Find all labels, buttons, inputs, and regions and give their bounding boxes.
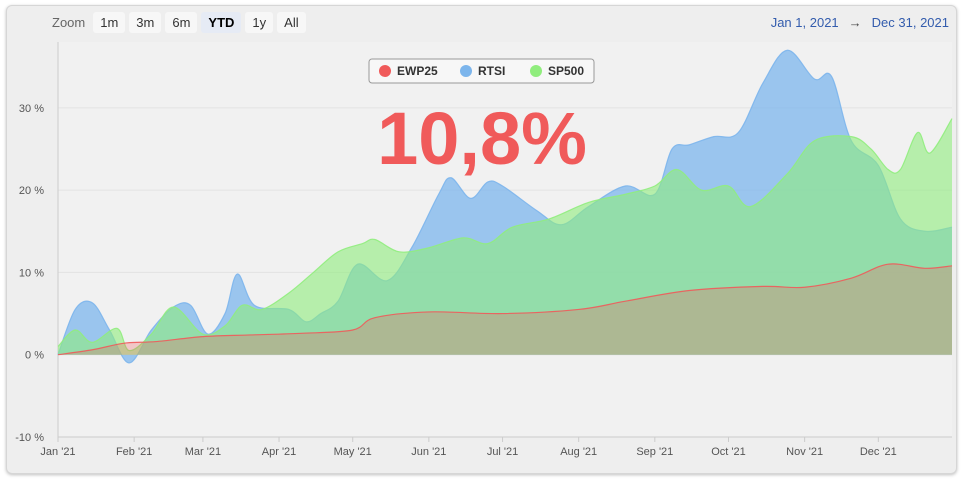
legend-marker-sp500[interactable]	[530, 65, 542, 77]
series-line-rtsi	[57, 49, 953, 364]
legend-label-sp500[interactable]: SP500	[548, 64, 584, 78]
x-tick-label: Jun '21	[411, 446, 446, 458]
x-tick-label: Jul '21	[487, 446, 518, 458]
x-tick-label: Oct '21	[711, 446, 746, 458]
legend-marker-rtsi[interactable]	[460, 65, 472, 77]
legend-label-rtsi[interactable]: RTSI	[478, 64, 505, 78]
headline-value: 10,8%	[377, 97, 587, 180]
range-to-input[interactable]: Dec 31, 2021	[871, 15, 949, 30]
zoom-1y-button[interactable]: 1y	[245, 12, 274, 33]
y-axis-ticks: -10 % 0 % 10 % 20 % 30 %	[15, 103, 44, 444]
zoom-all-button[interactable]: All	[277, 12, 306, 33]
range-arrow-icon: →	[848, 15, 862, 30]
x-tick-label: Sep '21	[636, 446, 673, 458]
y-tick-label: 10 %	[19, 267, 44, 279]
range-from-input[interactable]: Jan 1, 2021	[770, 15, 839, 30]
x-tick-label: Mar '21	[185, 446, 221, 458]
legend-label-ewp25[interactable]: EWP25	[397, 64, 438, 78]
y-tick-label: 30 %	[19, 103, 44, 115]
zoom-ytd-button[interactable]: YTD	[201, 12, 242, 33]
legend-box	[368, 58, 595, 84]
y-tick-label: 0 %	[25, 350, 44, 362]
series-line-sp500	[57, 118, 953, 352]
series-areas	[57, 49, 953, 364]
x-tick-label: Aug '21	[560, 446, 597, 458]
zoom-6m-button[interactable]: 6m	[165, 12, 198, 33]
x-tick-label: Apr '21	[262, 446, 297, 458]
zoom-1m-button[interactable]: 1m	[93, 12, 126, 33]
x-tick-label: Dec '21	[860, 446, 897, 458]
zoom-bar: Zoom 1m 3m 6m YTD 1y All	[52, 12, 306, 33]
legend-marker-ewp25[interactable]	[379, 65, 391, 77]
series-area-ewp25	[58, 263, 952, 355]
zoom-3m-button[interactable]: 3m	[129, 12, 162, 33]
x-tick-label: Feb '21	[116, 446, 152, 458]
x-tick-label: May '21	[334, 446, 372, 458]
series-area-sp500	[58, 118, 952, 355]
x-axis-ticks: Jan '21 Feb '21 Mar '21 Apr '21 May '21 Jun '…	[40, 437, 897, 458]
date-range: Jan 1, 2021 → Dec 31, 2021	[771, 15, 949, 30]
legend: EWP25 RTSI SP500	[368, 58, 595, 84]
x-tick-label: Jan '21	[40, 446, 75, 458]
zoom-label: Zoom	[52, 15, 86, 30]
y-tick-label: 20 %	[19, 185, 44, 197]
y-tick-label: -10 %	[15, 432, 44, 444]
x-tick-label: Nov '21	[786, 446, 823, 458]
series-line-ewp25	[57, 263, 953, 356]
